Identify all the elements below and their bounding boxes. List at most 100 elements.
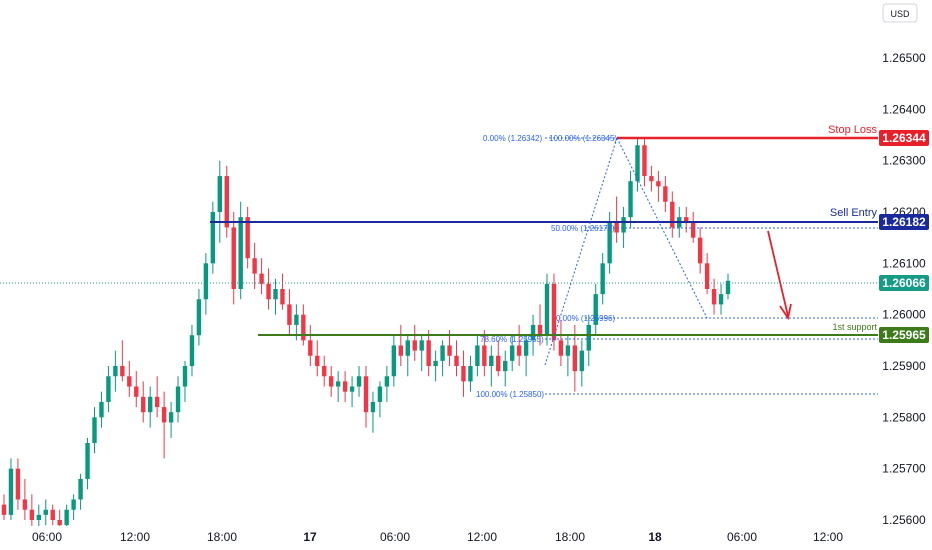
last-price-value: 1.26066 — [882, 276, 926, 290]
candle — [273, 278, 278, 315]
candle — [224, 165, 229, 238]
candle — [649, 165, 654, 192]
candle — [8, 458, 14, 520]
candle — [697, 227, 703, 274]
candle — [322, 355, 327, 387]
price-tick-label: 1.26300 — [882, 154, 926, 168]
candle — [586, 314, 591, 366]
sell-entry-label: Sell Entry — [830, 207, 878, 219]
candle — [127, 360, 132, 397]
candle — [663, 176, 668, 212]
fib-top-trend-line — [616, 137, 708, 319]
candle — [141, 381, 146, 423]
candle — [29, 494, 35, 531]
candle — [134, 371, 139, 408]
candle — [154, 376, 160, 418]
candle — [78, 473, 83, 510]
time-tick-label: 06:00 — [32, 530, 62, 544]
candle — [690, 212, 696, 243]
candle — [85, 437, 90, 490]
price-tick-label: 1.26500 — [882, 51, 926, 65]
sell-entry-value: 1.26182 — [882, 215, 926, 229]
candle — [482, 330, 487, 377]
candle — [461, 350, 466, 397]
candle — [621, 206, 626, 248]
candle — [516, 324, 522, 366]
candle — [147, 386, 153, 428]
time-tick-label: 17 — [303, 530, 317, 544]
candle — [252, 242, 257, 289]
candle — [384, 366, 390, 402]
candle — [238, 201, 243, 300]
time-tick-label: 12:00 — [467, 530, 497, 544]
price-tick-label: 1.25900 — [882, 359, 926, 373]
stop-loss-badge — [879, 130, 929, 146]
candle — [544, 273, 550, 346]
overlay-layer: 0.00% (1.26342) 100.00% (1.26345) 50.00%… — [0, 124, 878, 399]
projection-arrow-line[interactable] — [767, 230, 789, 317]
candle — [280, 273, 285, 310]
candle — [1, 494, 7, 520]
candle — [349, 376, 355, 408]
fib-top-50-label: 50.00% (1.26170) — [551, 224, 615, 233]
candle — [628, 170, 633, 228]
candle — [426, 330, 431, 377]
candle — [22, 478, 28, 520]
candle — [447, 330, 452, 366]
price-tick-label: 1.25600 — [882, 513, 926, 527]
price-axis[interactable]: USD 1.265001.264001.263001.262001.261001… — [878, 0, 932, 550]
candle — [475, 335, 480, 377]
candle — [217, 160, 223, 243]
time-tick-label: 12:00 — [813, 530, 843, 544]
first-support-value: 1.25965 — [882, 328, 926, 342]
candle — [704, 253, 710, 295]
candle-layer — [1, 137, 731, 531]
candle — [175, 376, 181, 423]
candle — [266, 268, 271, 310]
fib-top-100-label: 100.00% (1.26345) — [549, 134, 617, 143]
candle — [328, 366, 334, 397]
candle — [523, 335, 529, 377]
candle — [600, 253, 605, 305]
candle — [440, 340, 445, 377]
candle — [642, 137, 647, 187]
candle — [503, 350, 508, 387]
candle — [725, 273, 731, 300]
candle — [433, 350, 438, 382]
time-axis[interactable]: 06:00 12:00 18:00 17 06:00 12:00 18:00 18 06:00 1… — [0, 526, 878, 550]
candle — [210, 201, 216, 274]
candle — [106, 366, 111, 413]
candle — [301, 304, 306, 346]
candle — [405, 335, 410, 377]
candle — [711, 278, 717, 315]
candle — [684, 206, 689, 233]
candle — [15, 458, 21, 510]
fib-top-0b-label: 0.00% (1.25996) — [556, 314, 615, 323]
candle — [579, 340, 585, 387]
fib-bottom-786-label: 78.60% (1.25955) — [480, 335, 544, 344]
candle — [50, 504, 55, 526]
candle — [656, 170, 661, 202]
candle — [391, 335, 397, 387]
sell-entry-badge — [879, 214, 929, 230]
candle — [335, 371, 341, 402]
candle — [377, 381, 383, 418]
last-price-badge — [879, 275, 929, 291]
candle — [189, 324, 195, 377]
price-tick-label: 1.26100 — [882, 256, 926, 270]
candle — [203, 253, 209, 315]
candle — [454, 340, 459, 377]
candle — [412, 324, 417, 361]
candle — [614, 196, 619, 243]
candle — [342, 371, 348, 402]
candle — [565, 335, 571, 377]
currency-badge[interactable] — [882, 3, 918, 23]
candle — [635, 137, 640, 192]
currency-label: USD — [890, 9, 910, 19]
candle — [113, 350, 118, 392]
candle — [509, 335, 515, 372]
first-support-label: 1st support — [832, 322, 877, 332]
stop-loss-label: Stop Loss — [828, 124, 877, 136]
candle — [537, 304, 543, 346]
